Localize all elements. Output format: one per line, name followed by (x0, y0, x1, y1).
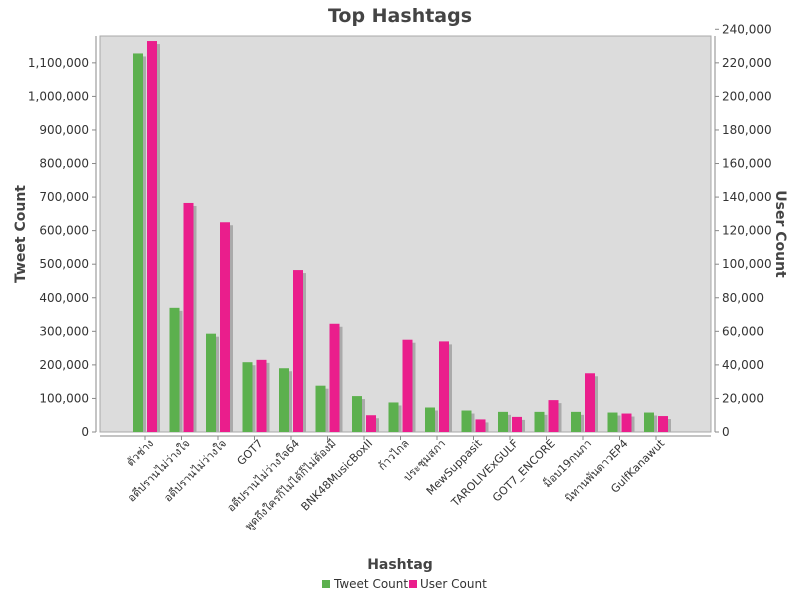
left-y-axis: 0 100,000 200,000 300,000 400,000 500,000 600,… (28, 36, 711, 439)
left-tick-label: 600,000 (39, 224, 89, 238)
x-category-label: ก้าวไกล (376, 437, 412, 473)
left-tick-label: 500,000 (39, 257, 89, 271)
bar-user-count (439, 341, 449, 432)
x-axis-title: Hashtag (367, 557, 433, 573)
bar-tweet-count (242, 362, 253, 432)
bar-tweet-count (315, 385, 326, 432)
bar-user-count (548, 400, 559, 432)
chart-title: Top Hashtags (328, 5, 472, 27)
right-axis-title: User Count (772, 190, 788, 278)
x-category-label: ตัวช่าง (124, 437, 156, 469)
x-category-label: BNK48MusicBoxII (299, 437, 376, 514)
bar-tweet-count (607, 412, 618, 432)
left-tick-label: 100,000 (39, 391, 89, 405)
left-tick-label: 0 (81, 425, 89, 439)
x-category-label: GOT7_ENCORE (490, 437, 558, 505)
right-tick-label: 200,000 (722, 89, 772, 103)
bar-tweet-count (425, 407, 435, 432)
left-tick-label: 1,100,000 (28, 56, 89, 70)
bar-tweet-count (461, 410, 472, 432)
x-category-label: TAROLIVExGULF (448, 437, 521, 510)
left-tick-label: 900,000 (39, 123, 89, 137)
x-category-label: GOT7 (235, 437, 266, 468)
right-tick-label: 180,000 (722, 123, 772, 137)
bar-user-count (293, 270, 303, 432)
left-tick-label: 200,000 (39, 358, 89, 372)
legend-swatch-user-count (409, 580, 417, 588)
bar-user-count (183, 202, 194, 432)
right-tick-label: 20,000 (722, 391, 764, 405)
right-tick-label: 100,000 (722, 257, 772, 271)
right-tick-label: 240,000 (722, 22, 772, 36)
bar-user-count (658, 416, 668, 432)
bar-tweet-count (644, 412, 654, 432)
bar-tweet-count (534, 411, 545, 432)
bar-tweet-count (279, 368, 289, 432)
x-category-label: อดีปรานไม่ว่างใจ (125, 437, 193, 505)
left-tick-label: 1,000,000 (28, 89, 89, 103)
bar-tweet-count (388, 402, 399, 432)
bar-user-count (585, 373, 595, 432)
right-tick-label: 80,000 (722, 291, 764, 305)
right-y-axis: 0 20,000 40,000 60,000 80,000 100,000 120,000 1… (714, 22, 772, 439)
left-tick-label: 400,000 (39, 291, 89, 305)
bar-tweet-count (206, 333, 216, 432)
legend: Tweet Count User Count (322, 577, 487, 591)
left-tick-label: 300,000 (39, 324, 89, 338)
bar-user-count (329, 323, 340, 432)
bar-tweet-count (133, 53, 143, 433)
bar-user-count (256, 359, 267, 432)
left-tick-label: 800,000 (39, 157, 89, 171)
bars-group (133, 41, 671, 433)
bar-user-count (475, 419, 486, 432)
right-tick-label: 140,000 (722, 190, 772, 204)
bar-user-count (366, 415, 376, 432)
x-category-label: อดีปรานไม่ว่างใจ (161, 437, 229, 505)
right-tick-label: 60,000 (722, 324, 764, 338)
bar-user-count (621, 413, 632, 432)
bar-user-count (220, 222, 230, 432)
bar-tweet-count (169, 307, 180, 432)
right-tick-label: 40,000 (722, 358, 764, 372)
right-tick-label: 220,000 (722, 56, 772, 70)
bar-user-count (402, 339, 413, 432)
legend-label-user-count: User Count (420, 577, 487, 591)
right-tick-label: 0 (722, 425, 730, 439)
legend-label-tweet-count: Tweet Count (333, 577, 408, 591)
left-tick-label: 700,000 (39, 190, 89, 204)
legend-swatch-tweet-count (322, 580, 330, 588)
right-tick-label: 120,000 (722, 224, 772, 238)
bar-tweet-count (498, 411, 508, 432)
bar-user-count (147, 41, 157, 432)
bar-tweet-count (352, 396, 362, 432)
bar-user-count (512, 416, 522, 432)
x-category-label: นิทานพันดาวEP4 (563, 437, 631, 505)
left-axis-title: Tweet Count (13, 185, 29, 283)
bar-tweet-count (571, 411, 581, 432)
right-tick-label: 160,000 (722, 157, 772, 171)
